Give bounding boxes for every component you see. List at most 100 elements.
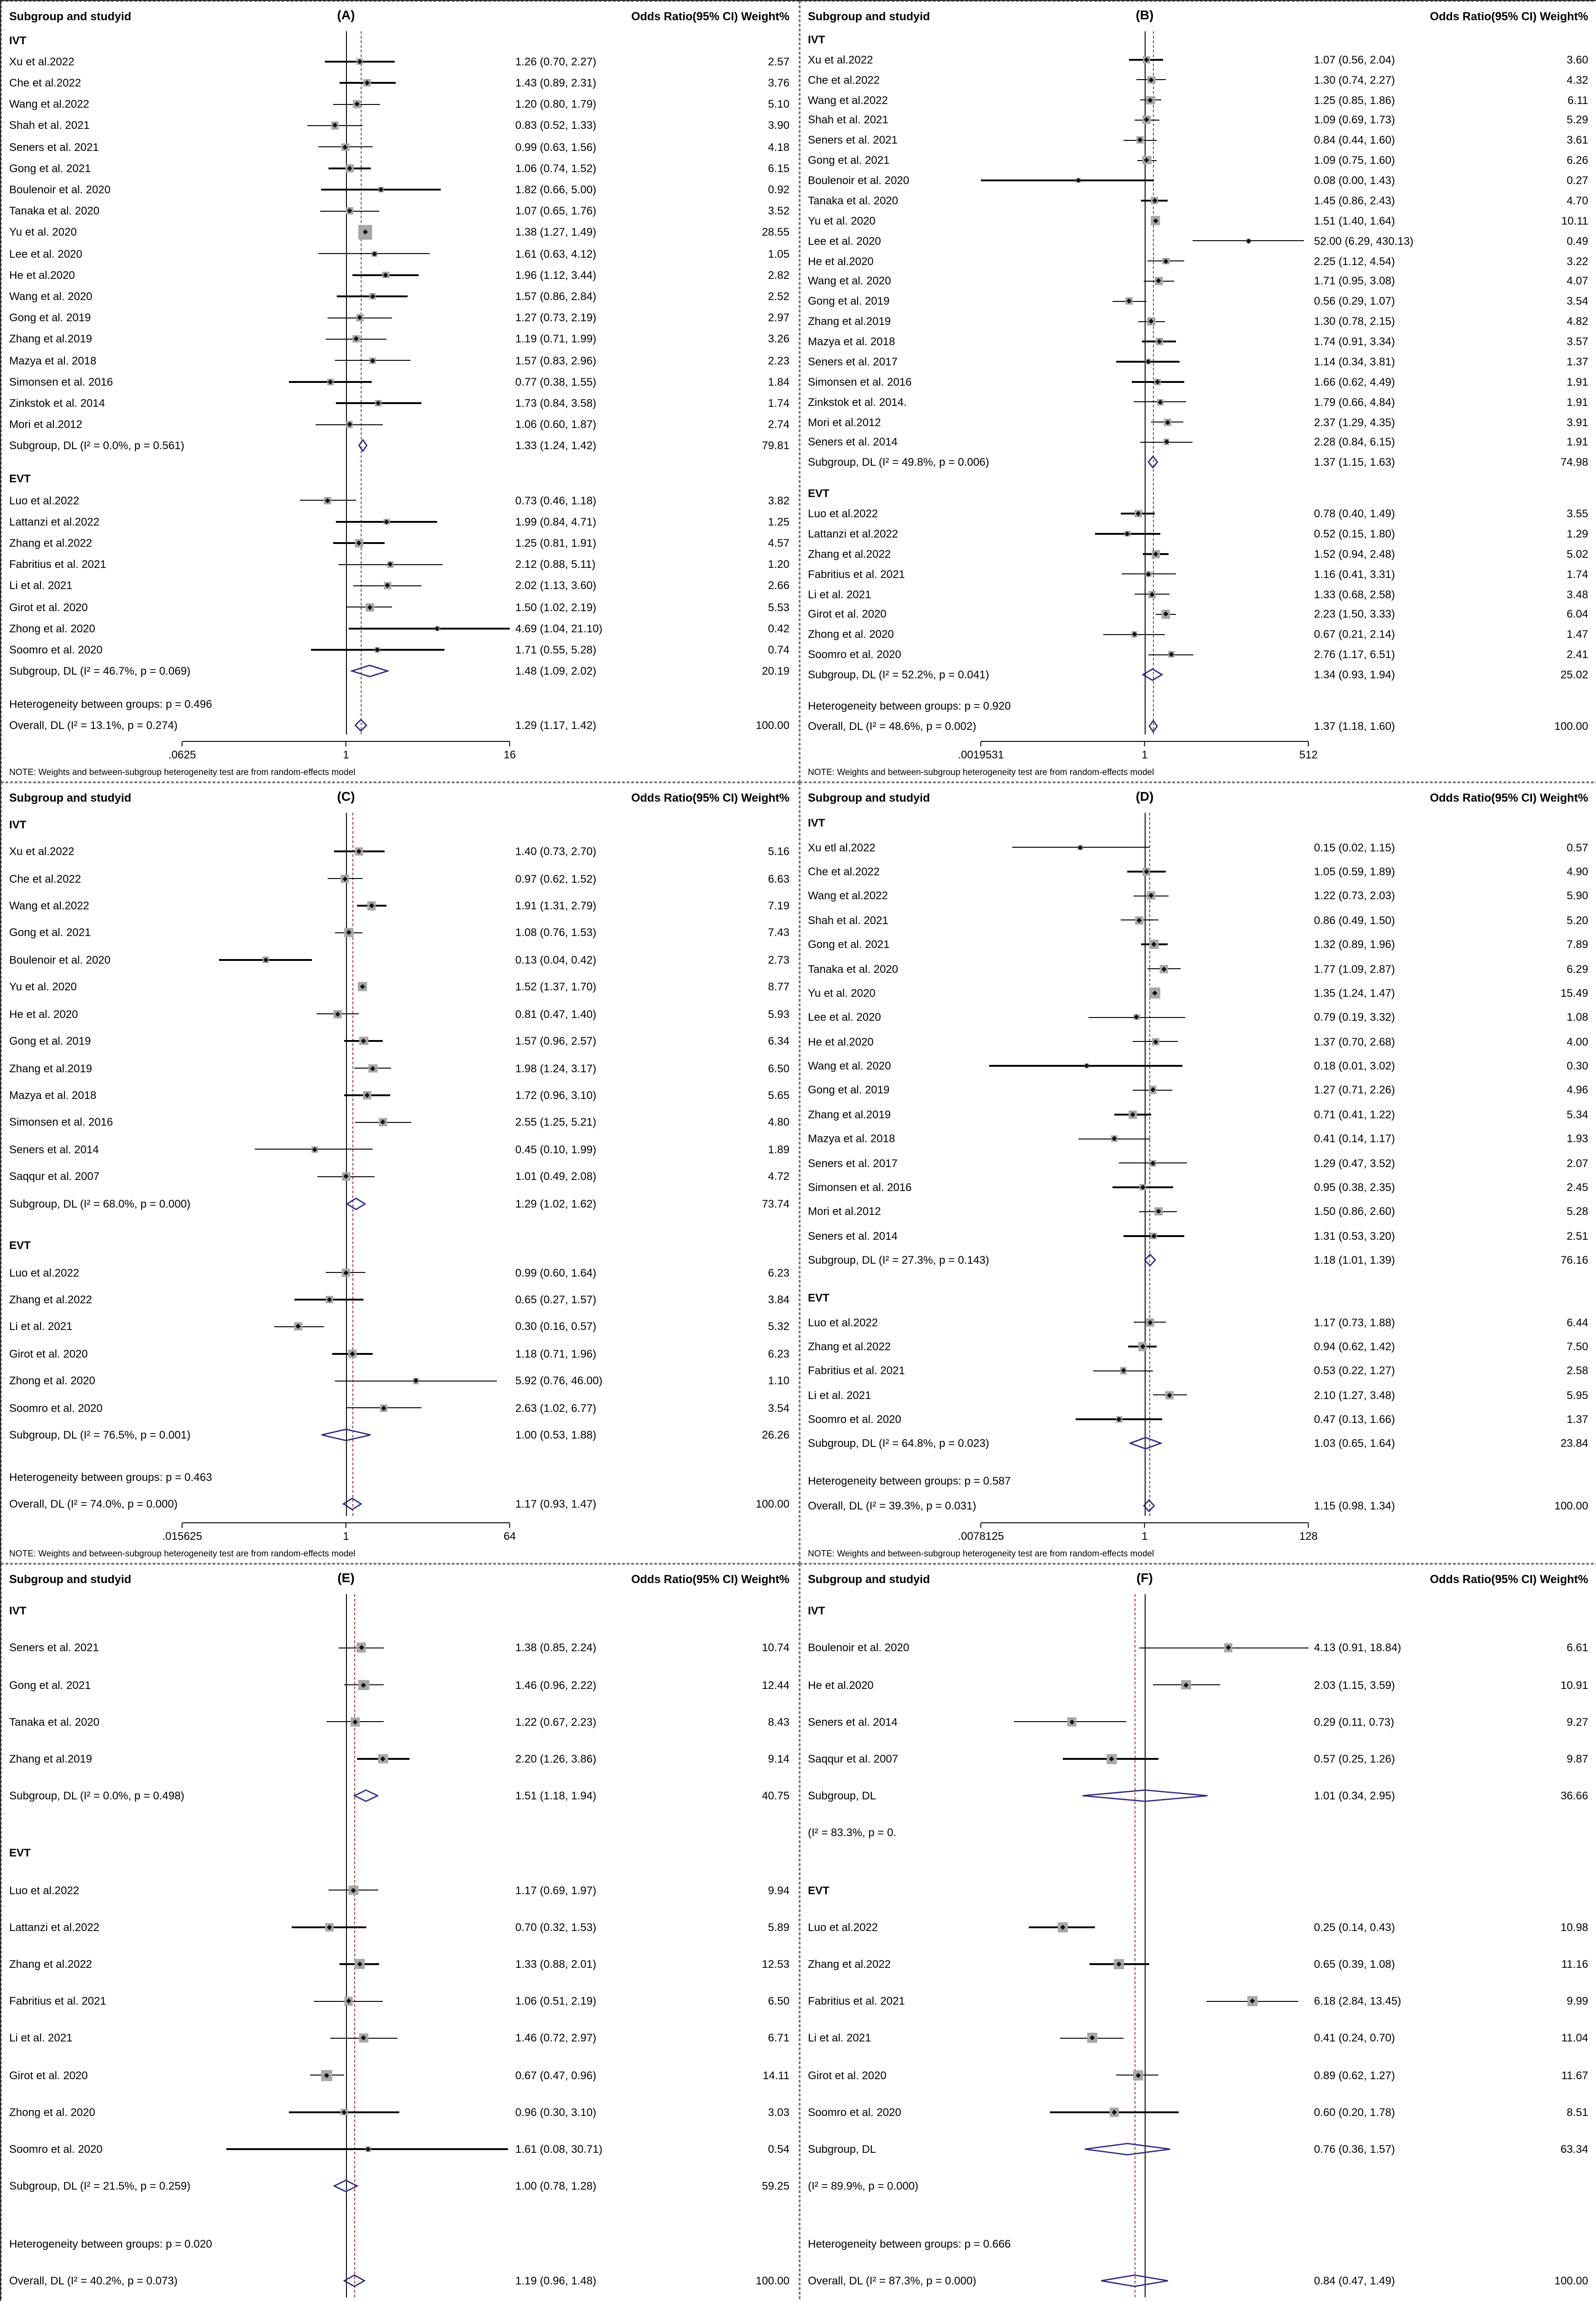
plot-cell [981, 392, 1308, 412]
study-row: Wang et al.2022 1.20 (0.80, 1.79) 5.10 [9, 93, 789, 115]
plot-cell [182, 157, 510, 179]
subgroup-summary-row: Subgroup, DL (I² = 49.8%, p = 0.006) 1.37… [808, 452, 1588, 473]
weight-text: 2.52 [768, 290, 789, 303]
study-label: Gong et al. 2021 [808, 154, 890, 167]
or-ci-text: 6.18 (2.84, 13.45) [1314, 1995, 1401, 2008]
plot-cell [981, 1359, 1308, 1383]
overall-diamond [1100, 2275, 1168, 2287]
or-ci-text: 1.03 (0.65, 1.64) [1314, 1437, 1395, 1450]
overall-estimate-line [354, 1594, 355, 2297]
weight-text: 1.89 [768, 1143, 789, 1156]
plot-cell [981, 1175, 1308, 1200]
weight-text: 6.15 [768, 162, 789, 175]
or-ci-text: 0.97 (0.62, 1.52) [515, 872, 597, 885]
plot-cell [182, 1666, 510, 1703]
plot-cell [981, 524, 1308, 544]
study-label: Subgroup, DL (I² = 0.0%, p = 0.498) [9, 1789, 184, 1803]
or-ci-text: 0.89 (0.62, 1.27) [1314, 2069, 1395, 2082]
x-axis-tick [980, 742, 982, 746]
annotation-label: Heterogeneity between groups: p = 0.587 [808, 1474, 1011, 1488]
x-axis-line: .015625 1 64 [162, 1522, 516, 1543]
or-ci-text: 1.33 (1.24, 1.42) [515, 439, 597, 452]
overall-estimate-line [1149, 813, 1151, 1516]
plot-cell [981, 1703, 1308, 1740]
weight-text: 6.34 [768, 1035, 789, 1048]
or-ci-text: 1.32 (0.89, 1.96) [1314, 938, 1395, 951]
x-axis-tick [980, 1523, 982, 1528]
weight-text: 10.91 [1560, 1678, 1588, 1691]
plot-cell [182, 596, 510, 618]
weight-text: 3.90 [768, 119, 789, 132]
or-ci-text: 1.07 (0.65, 1.76) [515, 204, 597, 218]
study-label: Che et al.2022 [9, 76, 81, 89]
x-axis-tick [1144, 742, 1146, 746]
group-label: IVT [9, 34, 27, 47]
weight-text: 5.65 [768, 1088, 789, 1102]
random-effects-footnote: NOTE: Weights and between-subgroup heter… [9, 1549, 356, 1559]
plot-cell [182, 618, 510, 639]
weight-text: 3.82 [768, 494, 789, 507]
plot-cell [182, 435, 510, 457]
study-row: Seners et al. 2014 0.29 (0.11, 0.73) 9.27 [808, 1703, 1588, 1740]
subgroup-diamond [1148, 457, 1158, 468]
weight-text: 4.32 [1567, 73, 1588, 87]
weight-text: 1.93 [1567, 1132, 1588, 1145]
weight-text: 3.52 [768, 204, 789, 218]
study-label: Che et al.2022 [9, 872, 81, 885]
study-row: Luo et al.2022 1.17 (0.73, 1.88) 6.44 [808, 1310, 1588, 1335]
text-row: Heterogeneity between groups: p = 0.463 [9, 1463, 789, 1491]
plot-cell [981, 1127, 1308, 1151]
or-ci-text: 0.83 (0.52, 1.33) [515, 119, 597, 132]
group-label: EVT [808, 1291, 830, 1305]
or-ci-text: 1.72 (0.96, 3.10) [515, 1088, 597, 1102]
or-ci-text: 1.99 (0.84, 4.71) [515, 515, 597, 528]
weight-text: 4.07 [1567, 274, 1588, 288]
plot-cell [981, 696, 1308, 716]
group-row: EVT [9, 1232, 789, 1259]
plot-cell [981, 432, 1308, 452]
group-row: IVT [9, 29, 789, 51]
panel-header: Subgroup and studyid (C) Odds Ratio(95% CI… [9, 789, 789, 811]
plot-cell [981, 291, 1308, 312]
plot-cell [981, 331, 1308, 352]
spacer-row [9, 1449, 789, 1463]
study-row: Lee et al. 2020 0.79 (0.19, 3.32) 1.08 [808, 1005, 1588, 1029]
or-ci-text: 1.37 (1.15, 1.63) [1314, 456, 1395, 469]
weight-text: 15.49 [1560, 986, 1588, 1000]
weight-text: 100.00 [755, 2274, 789, 2287]
or-ci-text: 1.61 (0.08, 30.71) [515, 2143, 603, 2156]
study-row: Li et al. 2021 2.02 (1.13, 3.60) 2.66 [9, 575, 789, 596]
study-row: Luo et al.2022 0.99 (0.60, 1.64) 6.23 [9, 1259, 789, 1286]
weight-text: 9.14 [768, 1752, 789, 1765]
plot-cell [981, 665, 1308, 685]
study-row: He et al.2020 2.25 (1.12, 4.54) 3.22 [808, 251, 1588, 271]
or-ci-text: 1.05 (0.59, 1.89) [1314, 865, 1395, 878]
forest-panel-a: Subgroup and studyid (A) Odds Ratio(95% CI… [1, 1, 800, 782]
plot-cell [981, 624, 1308, 645]
column-header-study: Subgroup and studyid [808, 10, 930, 23]
plot-cell [182, 1163, 510, 1190]
plot-cell [182, 1190, 510, 1217]
overall-summary-row: Overall, DL (I² = 48.6%, p = 0.002) 1.37 … [808, 716, 1588, 736]
plot-cell [981, 1102, 1308, 1127]
or-ci-text: 2.20 (1.26, 3.86) [515, 1752, 597, 1765]
study-row: Fabritius et al. 2021 2.12 (0.88, 5.11) 1.… [9, 554, 789, 575]
x-axis-tick [1308, 1523, 1309, 1528]
study-row: Zhang et al.2022 0.94 (0.62, 1.42) 7.50 [808, 1334, 1588, 1359]
or-ci-text: 1.18 (0.71, 1.96) [515, 1347, 597, 1360]
study-label: Mazya et al. 2018 [9, 354, 97, 367]
plot-cell [981, 1286, 1308, 1310]
or-ci-text: 1.00 (0.53, 1.88) [515, 1428, 597, 1442]
study-label: Simonsen et al. 2016 [9, 1116, 113, 1129]
overall-diamond [355, 720, 367, 732]
plot-cell [182, 838, 510, 865]
study-row: Zhang et al.2019 2.20 (1.26, 3.86) 9.14 [9, 1740, 789, 1777]
or-ci-text: 1.71 (0.95, 3.08) [1314, 274, 1395, 288]
subgroup-diamond [1145, 1254, 1156, 1266]
or-ci-text: 2.37 (1.29, 4.35) [1314, 416, 1395, 429]
study-row: Gong et al. 2019 1.57 (0.96, 2.57) 6.34 [9, 1028, 789, 1055]
or-ci-text: 1.57 (0.86, 2.84) [515, 290, 597, 303]
study-row: Li et al. 2021 2.10 (1.27, 3.48) 5.95 [808, 1383, 1588, 1407]
